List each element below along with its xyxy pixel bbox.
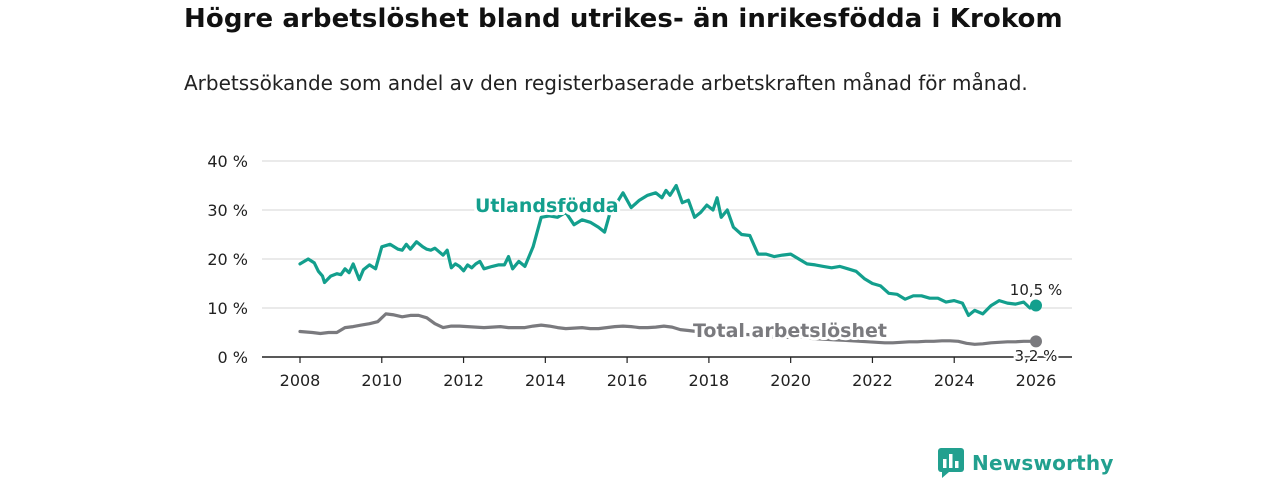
y-tick-label: 0 % <box>218 348 248 367</box>
x-tick-label: 2008 <box>280 371 321 390</box>
x-tick-label: 2018 <box>689 371 730 390</box>
series-line-total <box>298 312 1038 346</box>
y-tick-label: 20 % <box>207 250 248 269</box>
x-tick-label: 2026 <box>1016 371 1057 390</box>
x-tick-label: 2022 <box>852 371 893 390</box>
x-tick-label: 2012 <box>443 371 484 390</box>
x-tick-label: 2010 <box>361 371 402 390</box>
series-end-marker <box>1030 335 1042 348</box>
y-tick-label: 10 % <box>207 299 248 318</box>
y-tick-label: 30 % <box>207 201 248 220</box>
series-end-value-label: 10,5 % <box>1010 281 1062 299</box>
newsworthy-logo[interactable]: Newsworthy <box>938 448 1114 478</box>
series-end-value-label: 3,2 % <box>1015 347 1058 365</box>
series-end-marker <box>1030 299 1042 312</box>
label-layer: Utlandsfödda Total arbetslöshet 10,5 % 3,2 … <box>472 192 1064 367</box>
x-tick-label: 2020 <box>770 371 811 390</box>
y-tick-label: 40 % <box>207 152 248 171</box>
x-tick-label: 2014 <box>525 371 566 390</box>
chart-title: Högre arbetslöshet bland utrikes- än inr… <box>184 4 1063 34</box>
line-chart: 0 % 10 % 20 % 30 % 40 % 2008 2010 2012 2014 2016 2… <box>207 152 1072 390</box>
series-name-label: Utlandsfödda <box>475 195 619 217</box>
x-tick-label: 2024 <box>934 371 975 390</box>
series-layer <box>298 183 1042 348</box>
bar-chart-logo-icon <box>938 448 964 478</box>
axis-layer: 0 % 10 % 20 % 30 % 40 % 2008 2010 2012 2014 2016 2… <box>207 152 1056 390</box>
series-line-utlandsfodda <box>298 183 1038 317</box>
x-tick-label: 2016 <box>607 371 648 390</box>
chart-subtitle: Arbetssökande som andel av den registerb… <box>184 71 1028 95</box>
series-name-label: Total arbetslöshet <box>693 320 887 342</box>
brand-name: Newsworthy <box>972 451 1114 475</box>
grid-layer <box>262 160 1072 358</box>
